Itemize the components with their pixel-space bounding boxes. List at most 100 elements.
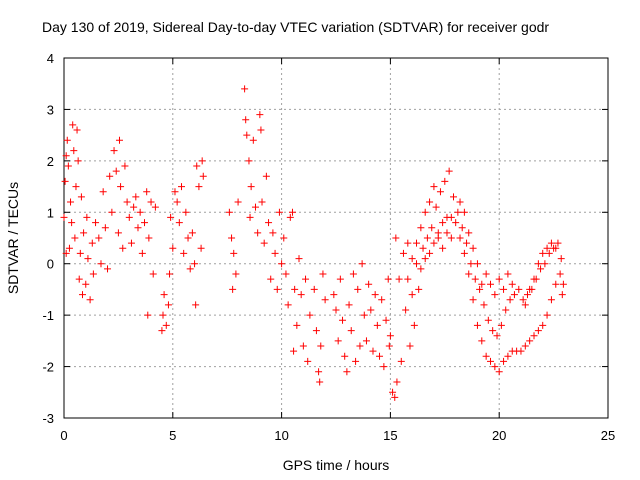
- data-point-marker: [491, 291, 499, 299]
- data-point-marker: [504, 270, 512, 278]
- data-point-marker: [358, 260, 366, 268]
- data-point-marker: [384, 275, 392, 283]
- y-axis-label: SDTVAR / TECUs: [5, 182, 21, 294]
- data-point-marker: [169, 244, 177, 252]
- data-point-marker: [380, 363, 388, 371]
- data-point-marker: [334, 337, 342, 345]
- data-point-marker: [89, 270, 97, 278]
- chart-title: Day 130 of 2019, Sidereal Day-to-day VTE…: [42, 19, 549, 35]
- data-point-marker: [286, 213, 294, 221]
- data-point-marker: [254, 229, 262, 237]
- data-point-marker: [75, 275, 83, 283]
- data-point-marker: [523, 291, 531, 299]
- data-point-marker: [526, 337, 534, 345]
- data-point-marker: [99, 188, 107, 196]
- data-point-marker: [104, 265, 112, 273]
- x-tick-label: 10: [274, 428, 288, 443]
- data-point-marker: [354, 285, 362, 293]
- data-point-marker: [556, 270, 564, 278]
- data-point-marker: [463, 239, 471, 247]
- data-point-marker: [166, 270, 174, 278]
- data-point-marker: [392, 234, 400, 242]
- data-point-marker: [439, 219, 447, 227]
- data-point-marker: [404, 275, 412, 283]
- data-point-marker: [423, 234, 431, 242]
- data-point-marker: [316, 378, 324, 386]
- axis-ticks: 0 5 10 15 20 25 -3 -2 -1 0 1 2 3 4: [42, 51, 615, 443]
- data-point-marker: [417, 265, 425, 273]
- data-point-marker: [108, 208, 116, 216]
- data-point-marker: [447, 234, 455, 242]
- data-point-marker: [547, 239, 555, 247]
- data-point-marker: [275, 208, 283, 216]
- data-point-marker: [417, 224, 425, 232]
- data-point-marker: [506, 296, 514, 304]
- data-point-marker: [112, 167, 120, 175]
- data-point-marker: [234, 198, 242, 206]
- data-point-marker: [473, 321, 481, 329]
- data-point-marker: [134, 224, 142, 232]
- data-point-marker: [67, 198, 75, 206]
- data-point-marker: [352, 357, 360, 365]
- data-point-marker: [232, 270, 240, 278]
- data-point-marker: [421, 208, 429, 216]
- data-point-marker: [347, 327, 355, 335]
- data-point-marker: [365, 280, 373, 288]
- data-point-marker: [62, 249, 70, 257]
- data-point-marker: [293, 321, 301, 329]
- data-point-marker: [295, 255, 303, 263]
- data-point-marker: [458, 224, 466, 232]
- y-tick-label: -2: [42, 360, 54, 375]
- data-point-marker: [362, 337, 370, 345]
- data-point-marker: [257, 126, 265, 134]
- y-tick-label: 0: [47, 257, 54, 272]
- data-point-marker: [306, 311, 314, 319]
- data-point-marker: [510, 291, 518, 299]
- data-point-marker: [245, 157, 253, 165]
- data-point-marker: [115, 136, 123, 144]
- data-point-marker: [559, 280, 567, 288]
- data-point-marker: [489, 327, 497, 335]
- data-point-marker: [147, 198, 155, 206]
- data-point-marker: [478, 337, 486, 345]
- data-point-marker: [73, 126, 81, 134]
- data-point-marker: [356, 342, 364, 350]
- data-point-marker: [184, 234, 192, 242]
- data-point-marker: [386, 332, 394, 340]
- y-tick-label: -1: [42, 308, 54, 323]
- data-point-marker: [260, 239, 268, 247]
- data-point-marker: [552, 280, 560, 288]
- data-point-marker: [197, 244, 205, 252]
- data-point-marker: [373, 321, 381, 329]
- data-point-marker: [343, 368, 351, 376]
- data-point-marker: [282, 270, 290, 278]
- data-point-marker: [500, 357, 508, 365]
- data-point-marker: [445, 167, 453, 175]
- x-tick-label: 20: [492, 428, 506, 443]
- data-point-marker: [369, 347, 377, 355]
- data-point-marker: [63, 136, 71, 144]
- data-point-marker: [290, 347, 298, 355]
- data-point-marker: [495, 275, 503, 283]
- data-point-marker: [530, 332, 538, 340]
- data-point-marker: [117, 183, 125, 191]
- data-point-marker: [88, 239, 96, 247]
- data-point-marker: [497, 321, 505, 329]
- data-point-marker: [262, 172, 270, 180]
- data-point-marker: [480, 301, 488, 309]
- data-point-marker: [72, 183, 80, 191]
- data-point-marker: [482, 352, 490, 360]
- data-point-marker: [74, 157, 82, 165]
- data-point-marker: [229, 285, 237, 293]
- data-point-marker: [534, 327, 542, 335]
- data-point-marker: [410, 321, 418, 329]
- data-point-marker: [465, 229, 473, 237]
- data-point-marker: [539, 321, 547, 329]
- data-point-marker: [517, 347, 525, 355]
- data-point-marker: [541, 260, 549, 268]
- data-point-marker: [382, 316, 390, 324]
- data-point-marker: [125, 213, 133, 221]
- data-point-marker: [399, 249, 407, 257]
- data-point-marker: [360, 311, 368, 319]
- data-point-marker: [160, 291, 168, 299]
